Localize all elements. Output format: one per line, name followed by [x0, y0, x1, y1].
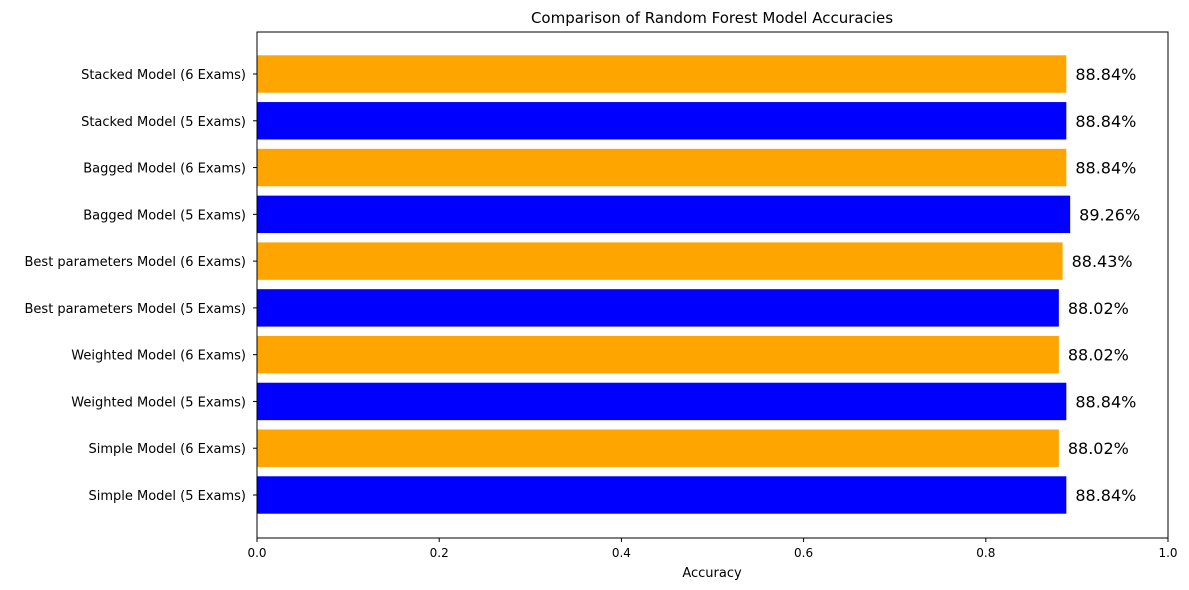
- plot-frame: [256, 31, 1169, 539]
- bar: [257, 289, 1059, 327]
- x-tick-label: 0.4: [612, 546, 631, 560]
- x-axis-ticks-group: 0.0 0.2 0.4 0.6 0.8 1.0: [247, 538, 1178, 560]
- chart-title: Comparison of Random Forest Model Accura…: [531, 9, 893, 27]
- bar-value-label: 88.84%: [1075, 159, 1136, 178]
- bar: [257, 476, 1067, 514]
- category-label: Best parameters Model (6 Exams): [25, 255, 246, 270]
- bar: [257, 382, 1067, 421]
- bar: [257, 335, 1059, 374]
- x-tick-label: 0.2: [430, 546, 449, 560]
- category-label: Best parameters Model (5 Exams): [25, 302, 246, 317]
- bar: [257, 55, 1067, 93]
- bar-value-label: 88.84%: [1075, 392, 1136, 411]
- value-labels-group: 88.84% 88.02% 88.84% 88.02% 88.02% 88.43% 89.2…: [1068, 65, 1140, 505]
- category-label: Stacked Model (6 Exams): [81, 68, 246, 83]
- x-tick-label: 0.0: [247, 546, 266, 560]
- bar: [257, 429, 1059, 467]
- category-label: Stacked Model (5 Exams): [81, 115, 246, 130]
- x-tick-label: 1.0: [1158, 546, 1177, 560]
- bar: [257, 195, 1071, 234]
- x-axis-label: Accuracy: [682, 566, 742, 581]
- bar-value-label: 88.43%: [1072, 252, 1133, 271]
- bar-value-label: 88.02%: [1068, 346, 1129, 365]
- bar-value-label: 88.84%: [1075, 112, 1136, 131]
- category-label: Bagged Model (5 Exams): [83, 208, 246, 223]
- bar-value-label: 88.84%: [1075, 65, 1136, 84]
- category-label: Simple Model (6 Exams): [88, 442, 246, 457]
- bar: [257, 102, 1067, 140]
- bar: [257, 242, 1063, 280]
- category-label: Weighted Model (5 Exams): [71, 395, 246, 410]
- bar-value-label: 89.26%: [1079, 205, 1140, 224]
- bar: [257, 148, 1067, 187]
- bar-value-label: 88.84%: [1075, 486, 1136, 505]
- bar-value-label: 88.02%: [1068, 299, 1129, 318]
- x-tick-label: 0.6: [794, 546, 813, 560]
- category-label: Bagged Model (6 Exams): [83, 162, 246, 177]
- x-tick-label: 0.8: [976, 546, 995, 560]
- category-label: Simple Model (5 Exams): [88, 489, 246, 504]
- category-labels-group: Simple Model (5 Exams) Simple Model (6 Ex…: [25, 68, 257, 504]
- bars-group: [257, 55, 1071, 514]
- bar-value-label: 88.02%: [1068, 439, 1129, 458]
- category-label: Weighted Model (6 Exams): [71, 349, 246, 364]
